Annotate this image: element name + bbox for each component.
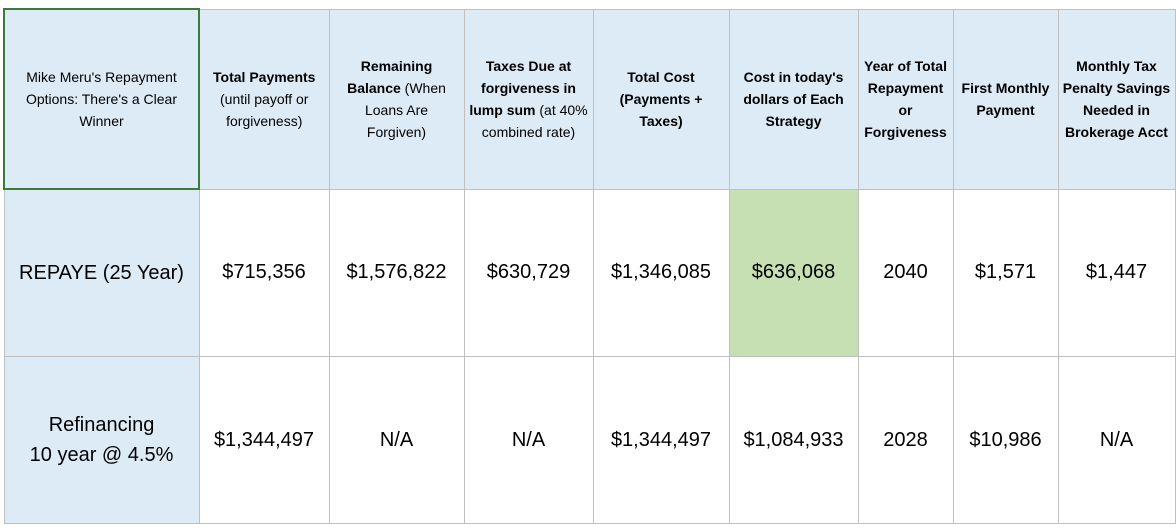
cell-text: $1,084,933 <box>743 428 844 451</box>
cell-text: First Monthly Payment <box>961 80 1050 118</box>
cell-text: $715,356 <box>222 261 306 284</box>
cell-text: N/A <box>511 428 546 451</box>
value-cell: $1,344,497 <box>198 356 330 524</box>
value-cell: $10,986 <box>952 356 1059 524</box>
cell-text: $10,986 <box>969 428 1042 451</box>
value-cell: $1,084,933 <box>728 356 859 524</box>
row-label: REPAYE (25 Year) <box>3 188 200 357</box>
header-cell: Remaining Balance (When Loans Are Forgiv… <box>328 8 465 190</box>
value-cell: N/A <box>463 356 594 524</box>
header-row: Mike Meru's Repayment Options: There's a… <box>3 8 1176 190</box>
cell-text: Taxes Due at forgiveness in lump sum <box>469 58 576 118</box>
value-cell: $715,356 <box>198 188 330 357</box>
data-row: Refinancing 10 year @ 4.5% $1,344,497 N/A N/… <box>3 356 1176 524</box>
cell-text: N/A <box>1099 428 1134 451</box>
cell-text: REPAYE (25 Year) <box>19 262 184 284</box>
value-cell: 2040 <box>857 188 954 357</box>
value-cell: $1,571 <box>952 188 1059 357</box>
row-label: Refinancing 10 year @ 4.5% <box>3 356 200 524</box>
cell-text: $1,447 <box>1085 261 1148 284</box>
cell-text: Total Payments <box>213 69 316 85</box>
cell-text: $1,576,822 <box>346 261 447 284</box>
value-cell: $630,729 <box>463 188 594 357</box>
value-cell: $1,576,822 <box>328 188 465 357</box>
cell-text: (until payoff or forgiveness) <box>220 91 309 129</box>
cell-text: Monthly Tax Penalty Savings Needed in Br… <box>1062 58 1171 140</box>
cell-text: $630,729 <box>486 261 571 284</box>
cell-text: $636,068 <box>751 261 836 284</box>
cell-text: Mike Meru's Repayment Options: There's a… <box>25 69 178 129</box>
cell-text: (When Loans Are Forgiven) <box>364 80 446 140</box>
cell-text: $1,344,497 <box>610 428 712 451</box>
value-cell: $636,068 <box>728 188 859 357</box>
data-row: REPAYE (25 Year) $715,356 $1,576,822 $630,7… <box>3 188 1176 357</box>
header-cell: Year of Total Repayment or Forgiveness <box>857 8 954 190</box>
header-cell: First Monthly Payment <box>952 8 1059 190</box>
cell-text: Cost in today's dollars of Each Strategy <box>743 69 844 129</box>
header-cell: Total Payments (until payoff or forgiven… <box>198 8 330 190</box>
header-cell: Cost in today's dollars of Each Strategy <box>728 8 859 190</box>
cell-text: Refinancing <box>48 414 155 436</box>
cell-text: N/A <box>379 428 414 451</box>
header-cell: Taxes Due at forgiveness in lump sum (at… <box>463 8 594 190</box>
cell-text: Year of Total Repayment or Forgiveness <box>864 58 947 140</box>
value-cell: $1,447 <box>1057 188 1176 357</box>
cell-text: $1,346,085 <box>610 261 712 284</box>
cell-text: (at 40% combined rate) <box>481 102 588 140</box>
header-cell: Total Cost (Payments + Taxes) <box>592 8 730 190</box>
cell-text: 10 year @ 4.5% <box>29 444 174 466</box>
value-cell: N/A <box>328 356 465 524</box>
value-cell: $1,344,497 <box>592 356 730 524</box>
cell-text: Remaining Balance <box>347 58 433 96</box>
cell-text: Total Cost (Payments + Taxes) <box>619 69 703 129</box>
cell-text: 2028 <box>883 428 928 451</box>
value-cell: N/A <box>1057 356 1176 524</box>
value-cell: $1,346,085 <box>592 188 730 357</box>
value-cell: 2028 <box>857 356 954 524</box>
header-cell: Monthly Tax Penalty Savings Needed in Br… <box>1057 8 1176 190</box>
cell-text: 2040 <box>883 261 928 284</box>
repayment-table: Mike Meru's Repayment Options: There's a… <box>3 8 1176 524</box>
cell-text: $1,344,497 <box>213 428 315 451</box>
title-cell: Mike Meru's Repayment Options: There's a… <box>3 8 200 190</box>
cell-text: $1,571 <box>974 261 1037 284</box>
